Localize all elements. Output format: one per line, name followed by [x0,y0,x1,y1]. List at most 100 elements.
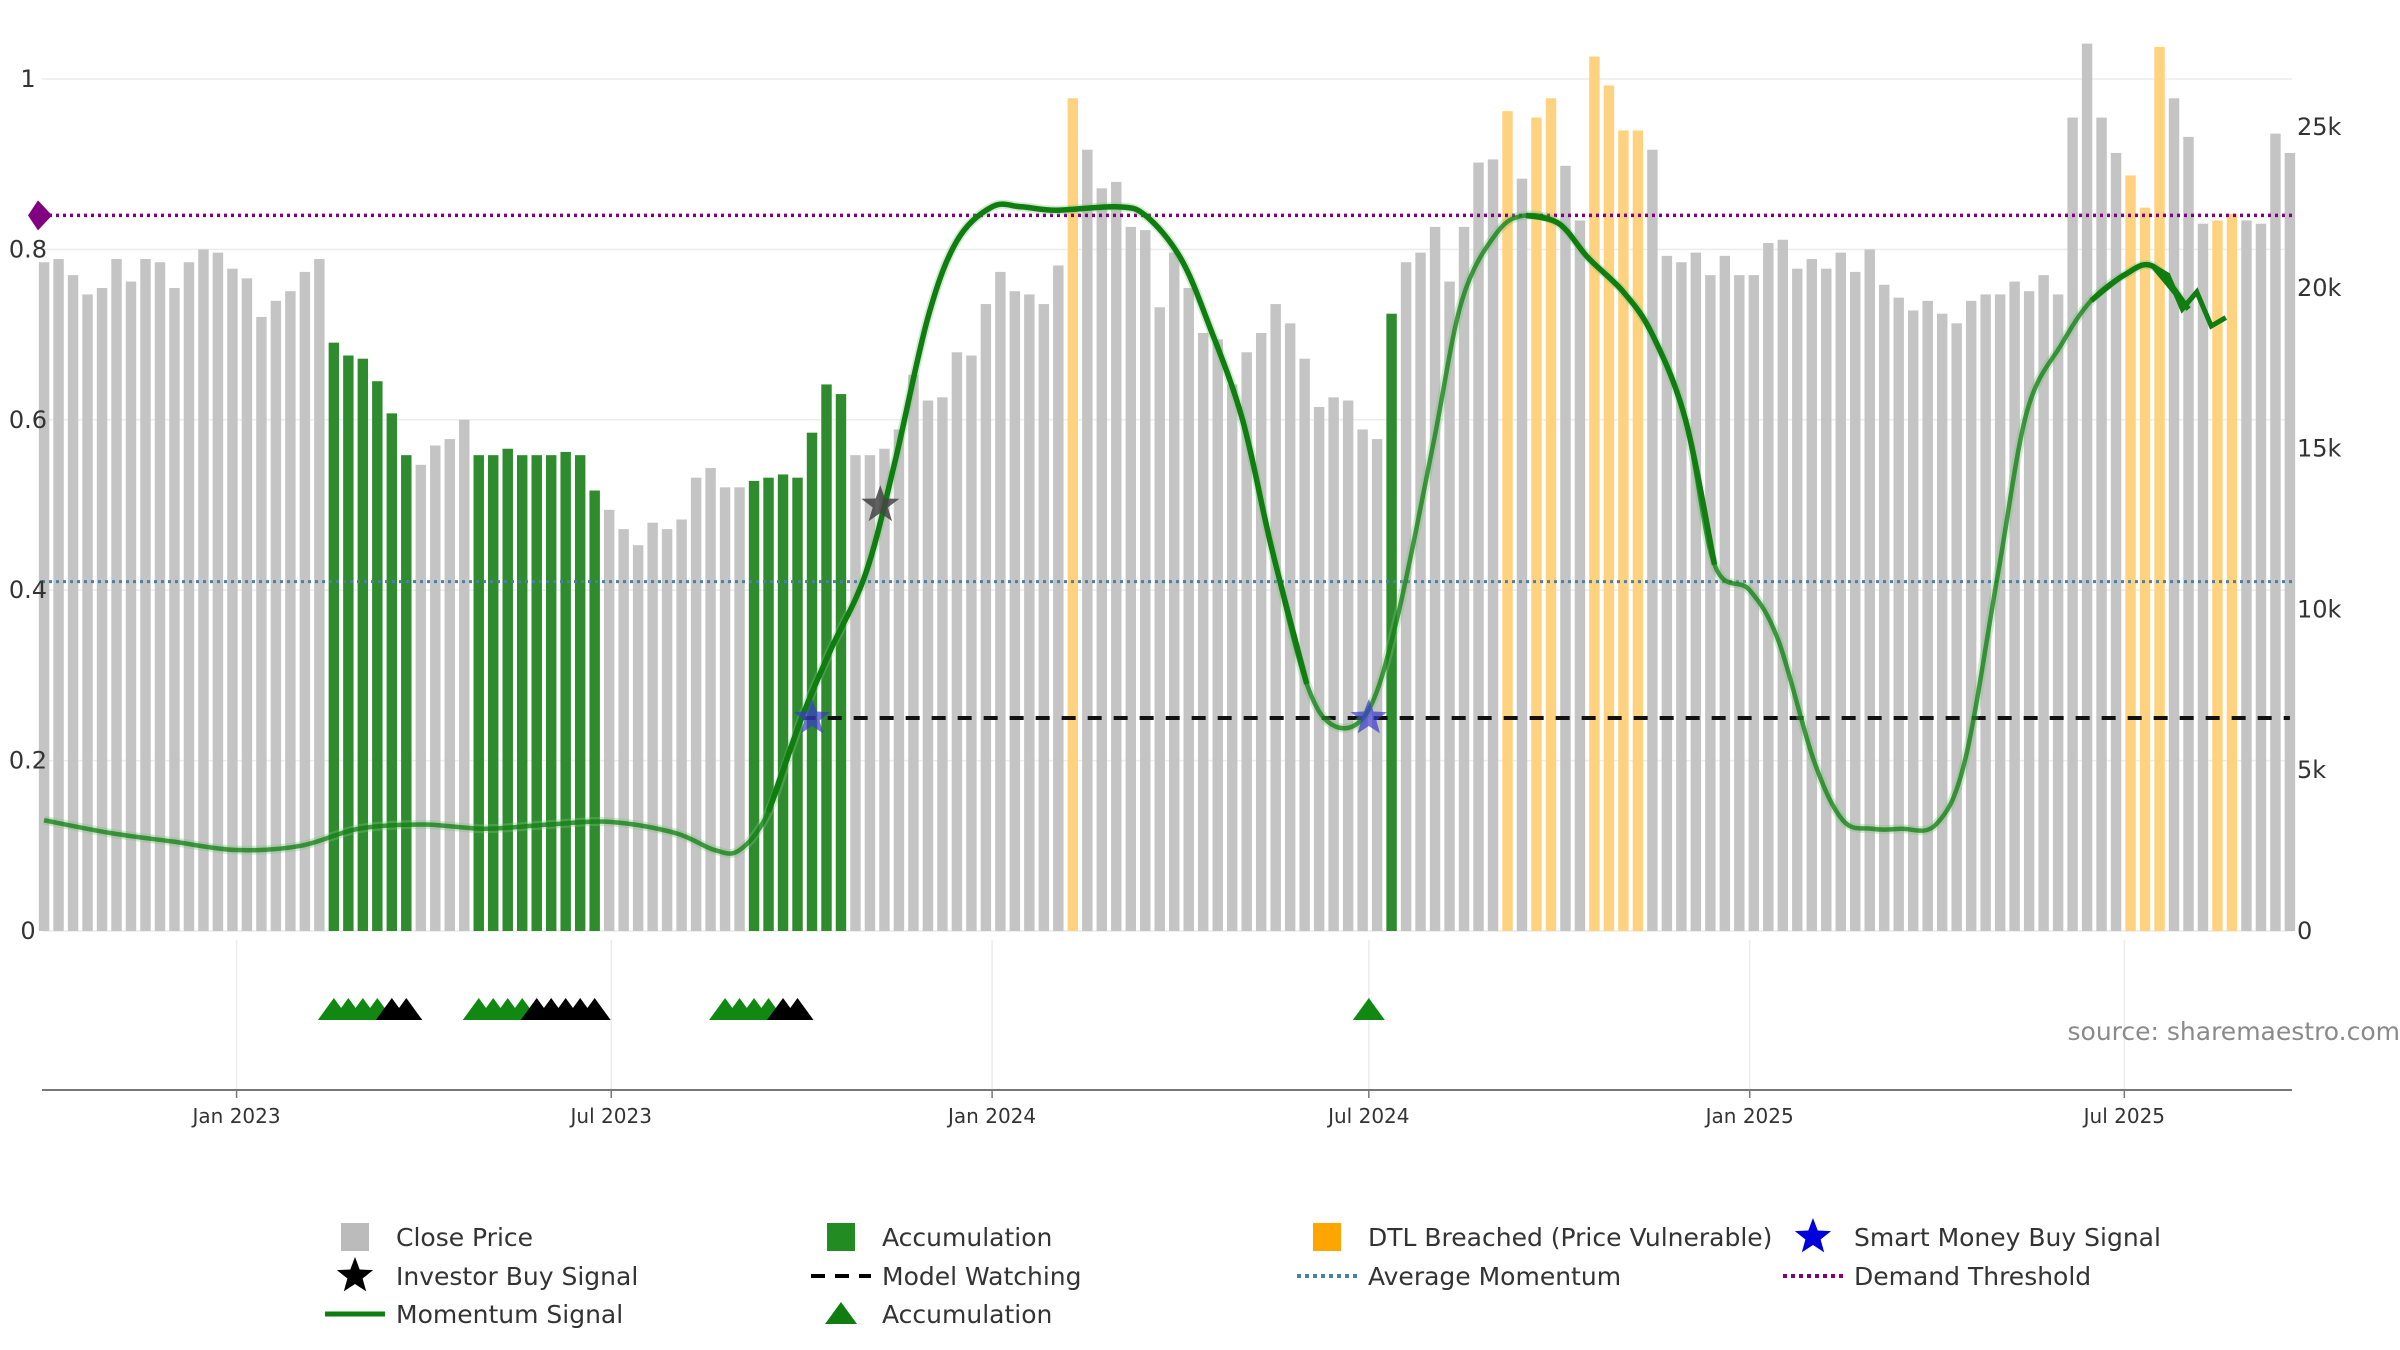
close-price-bar [1487,159,1499,931]
close-price-bar [966,355,977,931]
close-price-bar [647,522,658,931]
legend-swatch [827,1223,855,1251]
left-tick-label: 0.2 [9,747,47,775]
close-price-bar [2096,117,2107,932]
dtl-breached-bar [2226,214,2238,932]
dtl-breached-bar [2212,220,2223,931]
accumulation-bar [806,432,818,931]
close-price-bar [1038,304,1050,931]
close-price-bar [241,278,253,932]
close-price-bar [430,445,441,931]
left-tick-label: 0.8 [9,235,47,263]
x-tick-label: Jan 2024 [946,1104,1036,1128]
close-price-bar [1053,265,1064,931]
smart-money-buy-signal-star [1350,699,1387,734]
legend-label: Demand Threshold [1854,1262,2091,1291]
close-price-bar [1458,226,1470,931]
accumulation-bar [792,477,803,931]
close-price-bar [1313,406,1325,931]
signal-lines [28,199,2292,859]
legend-star-icon [1794,1218,1832,1253]
close-price-bar [314,259,325,931]
accumulation-bar [372,381,383,931]
close-price-bar [879,448,890,931]
close-price-bar [444,439,455,931]
accumulation-bar [777,474,789,931]
accumulation-bar [835,394,847,932]
close-price-bar [227,268,238,931]
legend-item: Average Momentum [1297,1262,1621,1291]
legend-item: Momentum Signal [325,1300,623,1329]
close-price-bar [908,374,919,931]
legend-item: DTL Breached (Price Vulnerable) [1313,1223,1772,1252]
close-price-bar [1169,252,1180,931]
close-price-bar [690,477,702,931]
close-price-bar [893,429,905,931]
close-price-bar [1082,149,1093,932]
accumulation-bar [589,490,600,931]
close-price-bar [1096,188,1108,931]
legend-item: Demand Threshold [1783,1262,2091,1291]
price-bars [38,43,2296,932]
accumulation-triangle [781,998,814,1020]
close-price-bar [1198,332,1209,932]
accumulation-triangle [1352,998,1385,1020]
close-price-bar [2009,281,2020,932]
close-price-bar [1922,300,1933,931]
close-price-bar [1777,239,1789,932]
legend-item: Accumulation [827,1223,1052,1252]
close-price-bar [1792,268,1803,931]
close-price-bar [154,262,166,931]
close-price-bar [2284,152,2296,932]
close-price-bar [1647,149,1658,932]
accumulation-bar [357,358,369,931]
accumulation-bar [328,342,340,932]
close-price-bar [38,262,50,931]
close-price-bar [1734,275,1745,932]
investor-buy-signal-star [861,485,900,522]
legend-item: Smart Money Buy Signal [1794,1218,2161,1253]
close-price-bar [1444,281,1455,932]
close-price-bar [2241,220,2252,931]
close-price-bar [705,468,716,931]
right-tick-label: 0 [2297,917,2312,945]
left-tick-label: 0.4 [9,576,47,604]
close-price-bar [1125,226,1136,931]
accumulation-bar [545,455,557,931]
close-price-bar [415,464,427,931]
x-tick-label: Jul 2024 [1326,1104,1409,1128]
close-price-bar [270,300,282,931]
close-price-bar [53,259,64,931]
x-tick-label: Jan 2023 [191,1104,281,1128]
legend-label: Accumulation [882,1223,1052,1252]
legend-item: Model Watching [811,1262,1082,1291]
close-price-bar [2023,291,2035,931]
close-price-bar [1821,268,1832,931]
right-tick-label: 20k [2297,274,2342,302]
legend-label: Accumulation [882,1300,1052,1329]
accumulation-bar [343,355,354,931]
close-price-bar [1936,313,1948,931]
dtl-breached-bar [1502,111,1513,931]
close-price-bar [212,252,224,931]
dtl-breached-bar [1589,56,1600,932]
dtl-breached-bar [1603,85,1615,932]
close-price-bar [1009,291,1021,931]
close-price-bar [2067,117,2078,932]
axes: 0 0.2 0.4 0.6 0.8 1 0 5k 10k 15k 20k 25k Jan 2023 Jul… [9,65,2342,1128]
legend-label: Close Price [396,1223,533,1252]
legend: Close Price Accumulation DTL Breached (Pri… [325,1218,2161,1329]
close-price-bar [603,509,615,931]
close-price-bar [1429,226,1441,931]
dtl-breached-bar [2154,46,2165,931]
legend-label: DTL Breached (Price Vulnerable) [1368,1223,1772,1252]
accumulation-bar [401,455,412,931]
close-price-bar [1907,310,1919,931]
close-price-bar [1719,255,1731,931]
x-tick-label: Jul 2025 [2082,1104,2165,1128]
accumulation-bar [560,451,571,931]
right-tick-label: 25k [2297,113,2342,141]
source-label: source: sharemaestro.com [2068,1017,2400,1046]
close-price-bar [937,397,948,932]
